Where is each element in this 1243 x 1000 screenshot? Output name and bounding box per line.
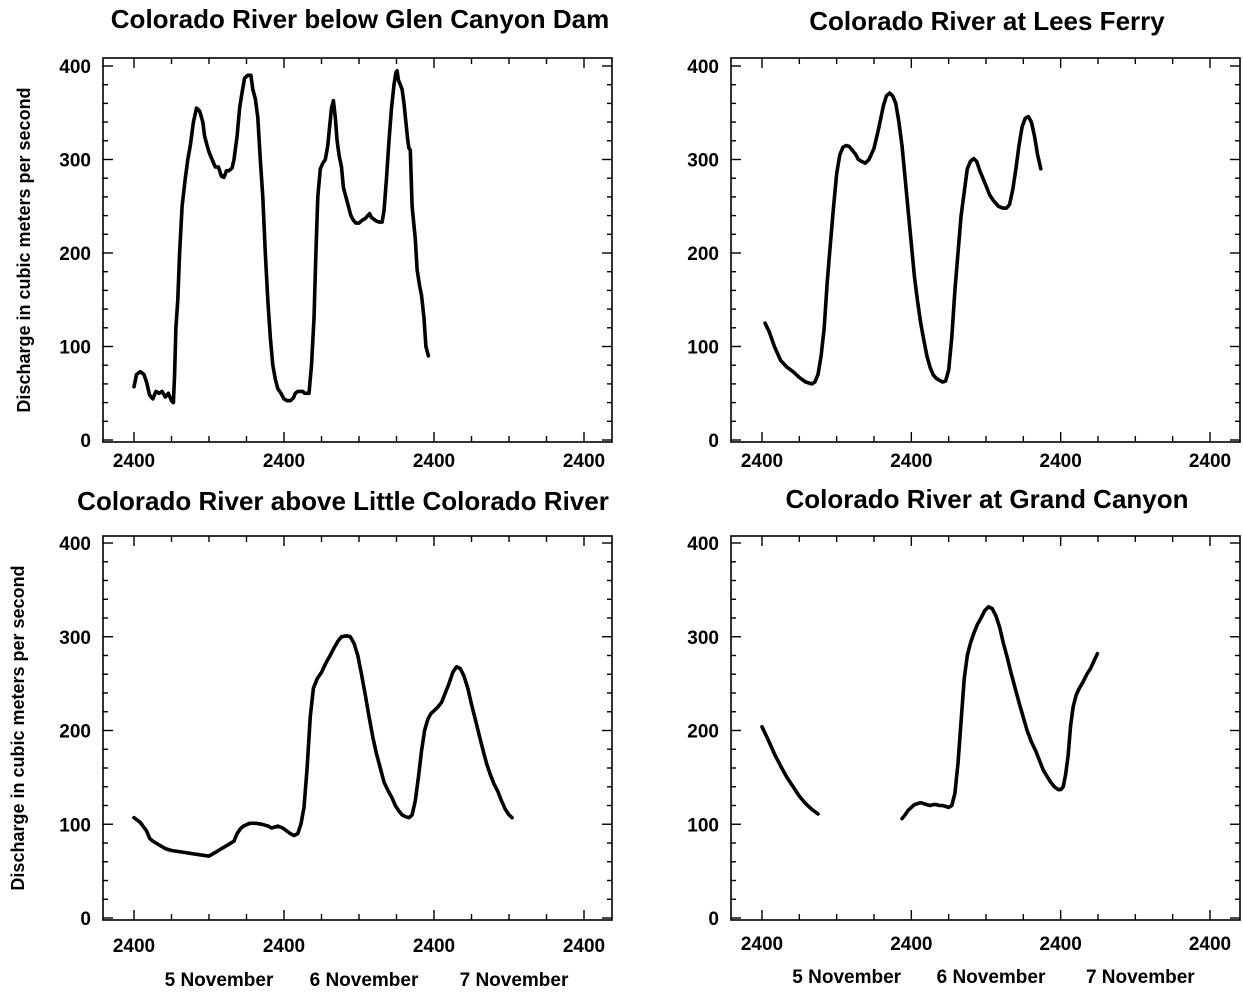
discharge-line	[763, 91, 1043, 386]
x-tick-label: 2400	[563, 451, 605, 472]
y-tick-label: 400	[687, 57, 719, 78]
y-tick-label: 200	[59, 244, 91, 265]
x-tick-label: 2400	[563, 936, 605, 957]
x-tick-label: 2400	[1189, 934, 1231, 955]
plot-frame	[102, 57, 613, 443]
y-tick-label: 400	[687, 534, 719, 555]
y-tick-label: 200	[59, 722, 91, 743]
y-tick-label: 300	[687, 628, 719, 649]
date-label: 6 November	[937, 967, 1046, 988]
y-tick-label: 200	[687, 722, 719, 743]
y-tick-label: 400	[59, 57, 91, 78]
x-tick-label: 2400	[1040, 934, 1082, 955]
date-label: 7 November	[1086, 967, 1195, 988]
y-tick-label: 100	[59, 338, 91, 359]
chart-title: Colorado River at Grand Canyon	[785, 484, 1188, 514]
discharge-line	[132, 634, 514, 858]
date-label: 7 November	[460, 970, 569, 991]
y-tick-label: 0	[80, 431, 91, 452]
x-tick-label: 2400	[741, 451, 783, 472]
y-tick-label: 300	[59, 151, 91, 172]
discharge-line	[900, 605, 1100, 821]
x-tick-label: 2400	[263, 936, 305, 957]
plot-frame	[102, 535, 613, 921]
x-tick-label: 2400	[263, 451, 305, 472]
chart-panel-2: Colorado River at Lees Ferry 0 100 200 300 40…	[687, 6, 1241, 472]
x-tick-label: 2400	[741, 934, 783, 955]
chart-panel-1: Colorado River below Glen Canyon Dam 0 100…	[14, 4, 613, 472]
chart-title: Colorado River below Glen Canyon Dam	[111, 4, 609, 34]
x-tick-label: 2400	[890, 451, 932, 472]
x-tick-label: 2400	[413, 936, 455, 957]
date-label: 5 November	[792, 967, 901, 988]
chart-panel-3: Colorado River above Little Colorado Riv…	[8, 486, 613, 991]
y-axis-label: Discharge in cubic meters per second	[8, 565, 28, 890]
x-tick-label: 2400	[113, 936, 155, 957]
y-tick-label: 100	[687, 338, 719, 359]
discharge-line	[132, 68, 431, 405]
x-tick-label: 2400	[1040, 451, 1082, 472]
discharge-line	[760, 725, 820, 816]
plot-frame	[730, 535, 1241, 921]
chart-panel-4: Colorado River at Grand Canyon 0 100 200 300…	[687, 484, 1241, 988]
y-tick-label: 400	[59, 534, 91, 555]
y-tick-label: 0	[708, 909, 719, 930]
y-tick-label: 100	[687, 815, 719, 836]
x-tick-label: 2400	[413, 451, 455, 472]
y-tick-label: 0	[80, 909, 91, 930]
x-tick-label: 2400	[890, 934, 932, 955]
y-axis-label: Discharge in cubic meters per second	[14, 87, 34, 412]
x-tick-label: 2400	[1189, 451, 1231, 472]
y-tick-label: 300	[59, 628, 91, 649]
date-label: 6 November	[310, 970, 419, 991]
y-tick-label: 200	[687, 244, 719, 265]
chart-title: Colorado River at Lees Ferry	[809, 6, 1165, 36]
y-tick-label: 300	[687, 151, 719, 172]
x-tick-label: 2400	[113, 451, 155, 472]
chart-title: Colorado River above Little Colorado Riv…	[77, 486, 609, 516]
date-label: 5 November	[165, 970, 274, 991]
y-tick-label: 100	[59, 815, 91, 836]
y-tick-label: 0	[708, 431, 719, 452]
